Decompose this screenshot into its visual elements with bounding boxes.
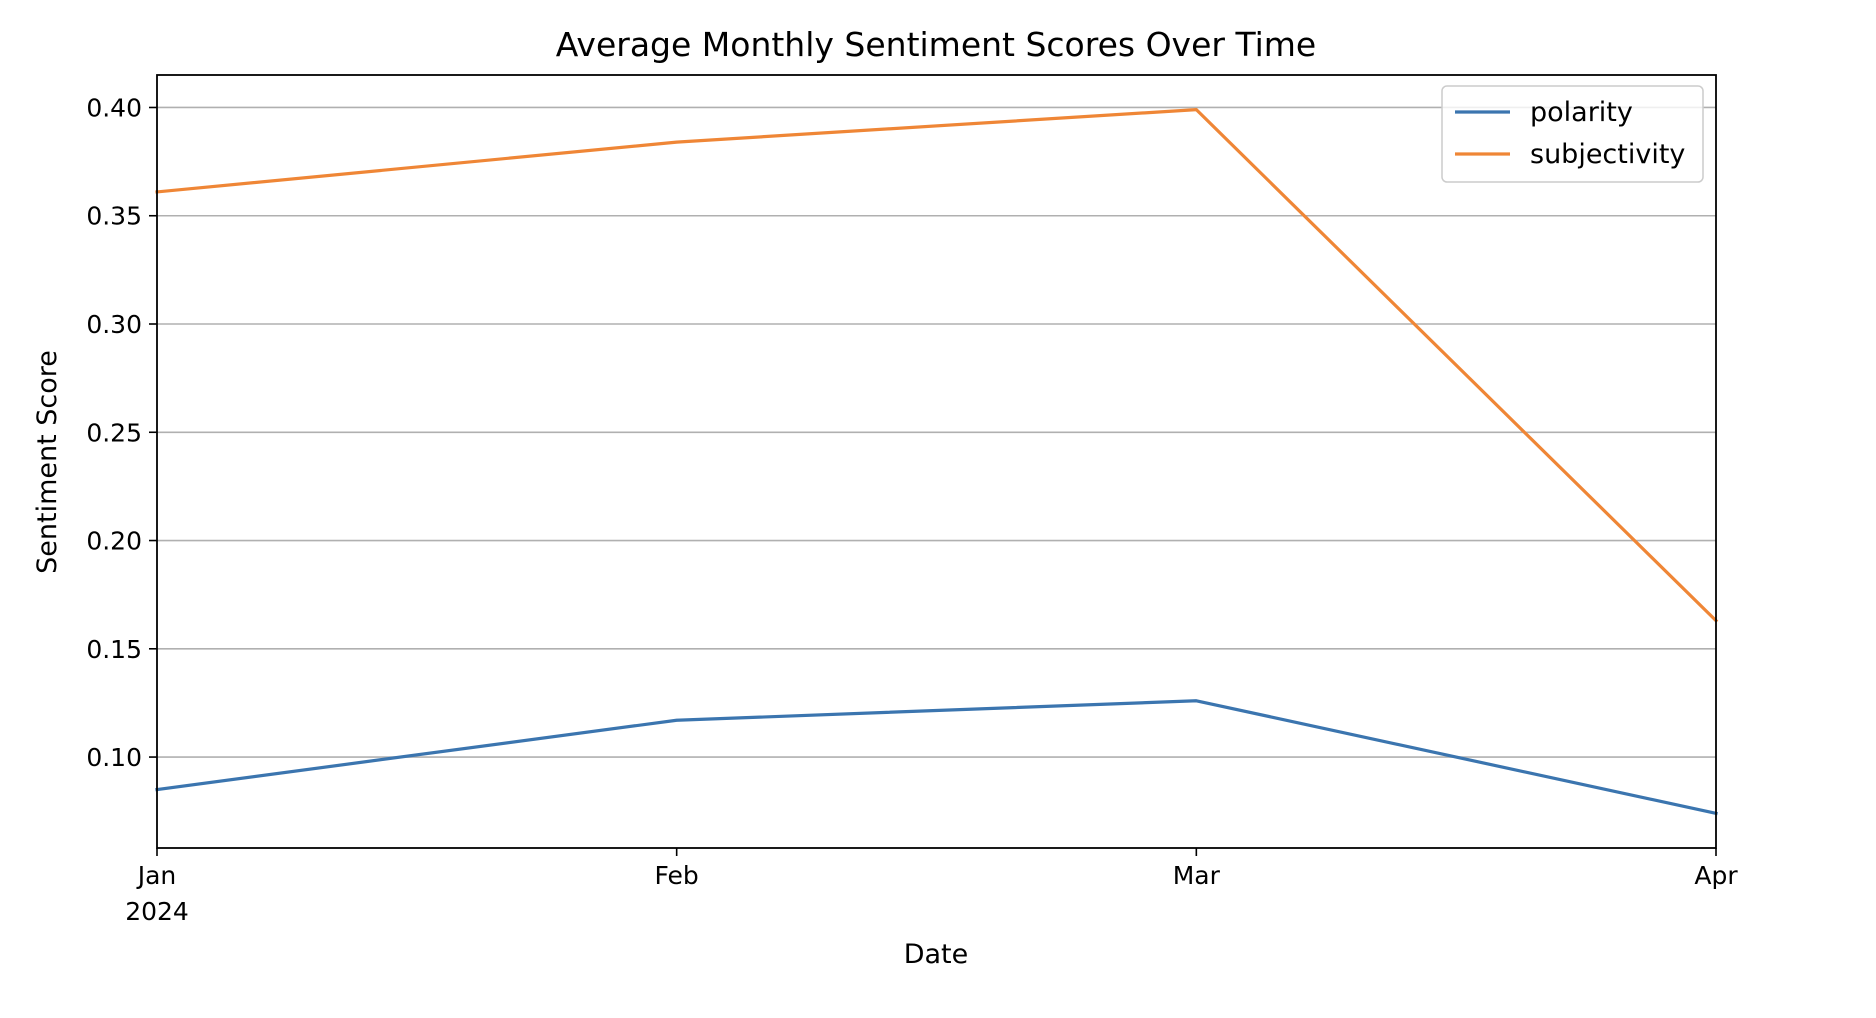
plot-background [157, 75, 1716, 848]
grid-lines [157, 106, 1716, 758]
series-line-subjectivity [155, 108, 1719, 623]
legend-label-polarity: polarity [1530, 97, 1633, 128]
legend: polarity subjectivity [1441, 85, 1704, 183]
legend-frame [1441, 85, 1704, 183]
y-axis-label: Sentiment Score [32, 350, 63, 574]
x-axis-ticks: Jan Feb Mar Apr 2024 [125, 848, 1738, 926]
y-tick-label: 0.10 [86, 743, 142, 772]
plot-frame [156, 74, 1717, 849]
y-tick-label: 0.30 [86, 310, 142, 339]
series-line-polarity [155, 699, 1718, 816]
x-tick-label: Mar [1173, 861, 1221, 890]
y-tick-label: 0.15 [86, 635, 142, 664]
x-tick-year-label: 2024 [125, 897, 189, 926]
y-tick-label: 0.35 [86, 202, 142, 231]
y-axis-ticks: 0.10 0.15 0.20 0.25 0.30 0.35 0.40 [86, 93, 157, 772]
series-lines [155, 108, 1719, 816]
x-tick-label: Apr [1694, 861, 1738, 890]
y-tick-label: 0.25 [86, 418, 142, 447]
y-tick-label: 0.40 [86, 93, 142, 122]
chart-title: Average Monthly Sentiment Scores Over Ti… [556, 25, 1316, 64]
plot-area [155, 74, 1719, 849]
x-tick-label: Feb [655, 861, 699, 890]
y-tick-label: 0.20 [86, 527, 142, 556]
legend-label-subjectivity: subjectivity [1530, 139, 1685, 170]
x-tick-label: Jan [136, 861, 177, 890]
x-axis-label: Date [904, 939, 969, 970]
